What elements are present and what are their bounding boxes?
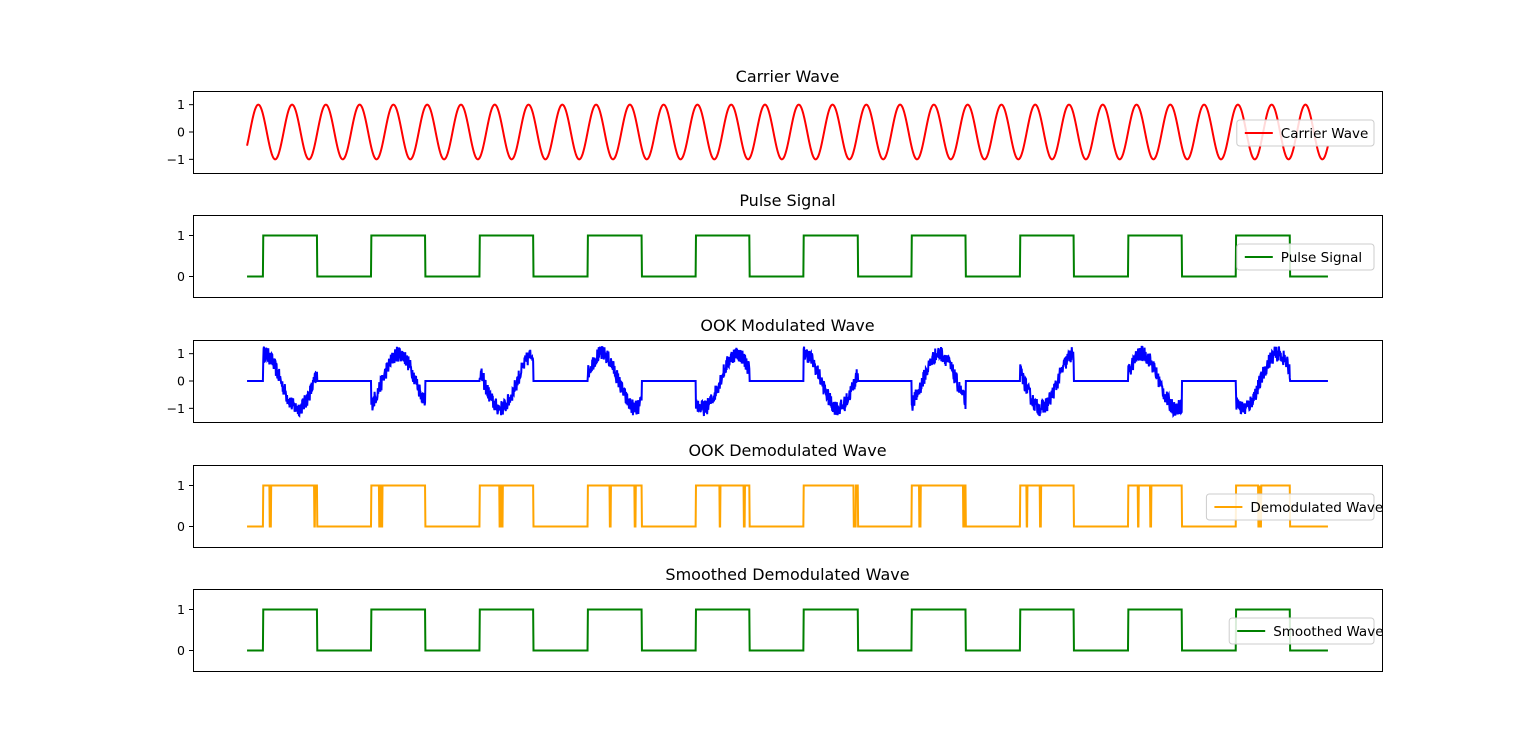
y-tick-label: 1 bbox=[177, 602, 185, 617]
legend-label: Smoothed Wave bbox=[1273, 624, 1383, 640]
y-tick-label: 0 bbox=[177, 125, 185, 140]
axes-frame bbox=[193, 340, 1383, 423]
legend: Smoothed Wave bbox=[1228, 617, 1384, 645]
subplot-1: Carrier Wave 1 0 −1 Carrier Wave bbox=[167, 67, 1383, 174]
series-line bbox=[247, 484, 1328, 528]
y-tick-label: 1 bbox=[177, 346, 185, 361]
legend: Pulse Signal bbox=[1236, 243, 1375, 271]
subplot-3: OOK Modulated Wave 1 0 −1 bbox=[167, 316, 1383, 423]
y-tick-label: 0 bbox=[177, 643, 185, 658]
subplot-title: OOK Demodulated Wave bbox=[688, 441, 886, 460]
legend-label: Demodulated Wave bbox=[1250, 500, 1383, 516]
subplot-4: OOK Demodulated Wave 1 0 Demodulated Wave bbox=[177, 441, 1383, 548]
series-line bbox=[247, 345, 1328, 419]
subplot-2: Pulse Signal 1 0 Pulse Signal bbox=[177, 191, 1383, 298]
subplot-title: Pulse Signal bbox=[739, 191, 835, 210]
series-line bbox=[247, 608, 1328, 652]
legend: Demodulated Wave bbox=[1205, 493, 1383, 521]
legend-label: Pulse Signal bbox=[1281, 250, 1362, 266]
subplot-title: Smoothed Demodulated Wave bbox=[665, 565, 909, 584]
axes-frame bbox=[193, 465, 1383, 548]
legend-label: Carrier Wave bbox=[1281, 126, 1369, 142]
legend: Carrier Wave bbox=[1236, 119, 1375, 147]
y-tick-label: 0 bbox=[177, 269, 185, 284]
series-line bbox=[246, 103, 1329, 161]
subplot-title: Carrier Wave bbox=[736, 67, 840, 86]
y-tick-label: 0 bbox=[177, 519, 185, 534]
subplot-title: OOK Modulated Wave bbox=[700, 316, 874, 335]
subplot-5: Smoothed Demodulated Wave 1 0 Smoothed Wave bbox=[177, 565, 1384, 672]
y-tick-label: 1 bbox=[177, 478, 185, 493]
axes-frame bbox=[193, 91, 1383, 174]
y-tick-label: 1 bbox=[177, 228, 185, 243]
y-tick-label: −1 bbox=[167, 401, 185, 416]
y-tick-label: 0 bbox=[177, 374, 185, 389]
axes-frame bbox=[193, 589, 1383, 672]
y-tick-label: 1 bbox=[177, 97, 185, 112]
series-line bbox=[247, 234, 1328, 278]
y-tick-label: −1 bbox=[167, 152, 185, 167]
axes-frame bbox=[193, 215, 1383, 298]
